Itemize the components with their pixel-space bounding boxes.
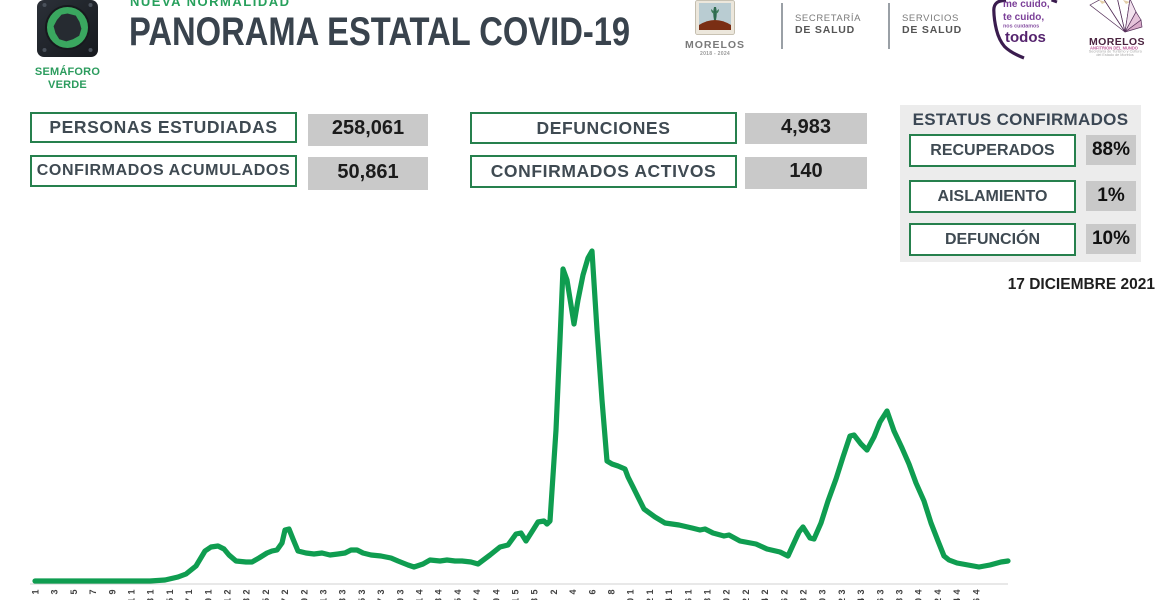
svg-text:3: 3 [895,589,905,594]
svg-text:3: 3 [395,589,405,594]
svg-text:4: 4 [933,589,943,594]
svg-text:0: 0 [626,598,636,600]
svg-text:4: 4 [952,589,962,594]
svg-text:2: 2 [722,589,732,594]
svg-text:3: 3 [434,598,444,600]
svg-text:4: 4 [760,598,770,600]
svg-text:1: 1 [203,589,213,594]
svg-text:4: 4 [491,589,501,594]
svg-text:3: 3 [875,589,885,594]
svg-text:2: 2 [645,598,655,600]
svg-text:8: 8 [607,589,617,594]
svg-text:1: 1 [664,589,674,594]
svg-text:1: 1 [184,589,194,594]
svg-text:1: 1 [626,589,636,594]
svg-text:9: 9 [299,598,309,600]
svg-text:5: 5 [69,589,79,594]
svg-text:1: 1 [511,598,521,600]
svg-text:4: 4 [664,598,674,600]
svg-text:3: 3 [319,589,329,594]
svg-text:0: 0 [818,598,828,600]
svg-text:1: 1 [223,598,233,600]
svg-text:2: 2 [741,598,751,600]
svg-text:5: 5 [530,589,540,594]
svg-text:1: 1 [645,589,655,594]
svg-text:2: 2 [261,589,271,594]
svg-text:8: 8 [703,598,713,600]
svg-text:7: 7 [88,589,98,594]
svg-text:9: 9 [203,598,213,600]
svg-text:4: 4 [434,589,444,594]
svg-text:3: 3 [242,598,252,600]
svg-text:1: 1 [683,589,693,594]
svg-text:9: 9 [395,598,405,600]
svg-text:2: 2 [779,589,789,594]
svg-text:5: 5 [261,598,271,600]
svg-text:3: 3 [146,598,156,600]
svg-text:3: 3 [338,598,348,600]
svg-text:8: 8 [799,598,809,600]
svg-text:1: 1 [146,589,156,594]
svg-text:4: 4 [971,589,981,594]
svg-text:2: 2 [799,589,809,594]
svg-text:1: 1 [703,589,713,594]
svg-text:4: 4 [856,598,866,600]
svg-text:5: 5 [511,589,521,594]
svg-text:7: 7 [280,598,290,600]
svg-text:0: 0 [722,598,732,600]
svg-text:7: 7 [376,598,386,600]
svg-text:2: 2 [933,598,943,600]
svg-text:3: 3 [357,589,367,594]
svg-text:7: 7 [184,598,194,600]
svg-text:1: 1 [165,589,175,594]
svg-text:9: 9 [491,598,501,600]
svg-text:2: 2 [242,589,252,594]
svg-text:6: 6 [875,598,885,600]
svg-text:6: 6 [971,598,981,600]
svg-text:2: 2 [741,589,751,594]
svg-text:2: 2 [299,589,309,594]
svg-text:5: 5 [453,598,463,600]
svg-text:7: 7 [472,598,482,600]
svg-text:4: 4 [415,589,425,594]
svg-text:3: 3 [837,589,847,594]
svg-text:3: 3 [818,589,828,594]
svg-text:1: 1 [319,598,329,600]
svg-text:1: 1 [127,589,137,594]
svg-text:5: 5 [357,598,367,600]
svg-text:2: 2 [223,589,233,594]
svg-text:6: 6 [587,589,597,594]
svg-text:3: 3 [856,589,866,594]
svg-text:4: 4 [472,589,482,594]
svg-text:3: 3 [530,598,540,600]
svg-text:3: 3 [338,589,348,594]
svg-text:1: 1 [415,598,425,600]
svg-text:9: 9 [107,589,117,594]
svg-text:1: 1 [127,598,137,600]
svg-text:4: 4 [914,589,924,594]
svg-text:2: 2 [837,598,847,600]
svg-text:4: 4 [453,589,463,594]
svg-text:3: 3 [376,589,386,594]
svg-text:5: 5 [165,598,175,600]
svg-text:6: 6 [683,598,693,600]
svg-text:2: 2 [280,589,290,594]
svg-text:4: 4 [568,589,578,594]
svg-text:2: 2 [549,589,559,594]
svg-text:2: 2 [760,589,770,594]
svg-text:0: 0 [914,598,924,600]
svg-text:6: 6 [779,598,789,600]
svg-text:1: 1 [31,589,41,594]
svg-text:8: 8 [895,598,905,600]
svg-text:4: 4 [952,598,962,600]
svg-text:3: 3 [50,589,60,594]
